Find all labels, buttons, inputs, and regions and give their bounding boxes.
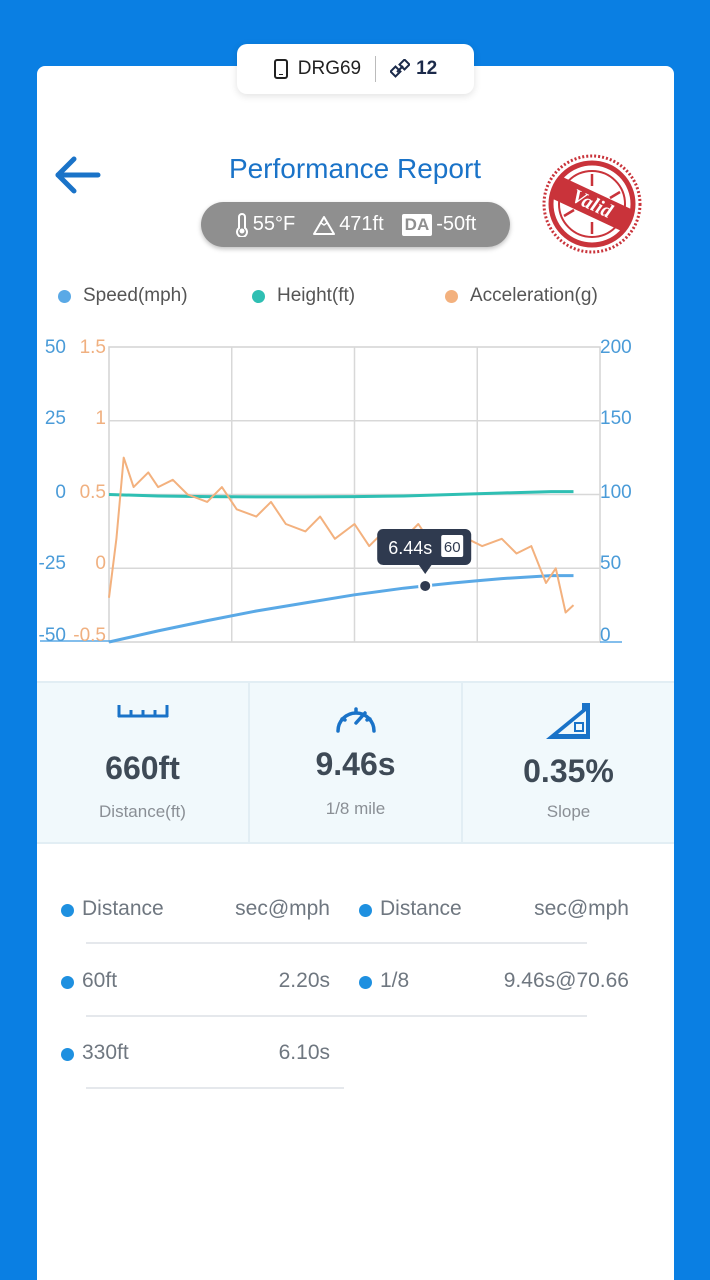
density-altitude-item: DA -50ft [401,213,477,236]
tooltip-time: 6.44s [388,538,432,558]
tick-label-speed: 0 [600,625,611,646]
legend-item-height[interactable]: Height(ft) [252,285,355,307]
split-time: 9.46s@70.66 [503,969,629,992]
divider [375,56,377,82]
header-time: sec@mph [534,897,629,920]
row-divider [86,942,587,944]
valid-stamp: Valid [542,154,642,254]
slope-icon [545,703,590,739]
tick-label-height: -50 [39,625,66,646]
legend-label: Acceleration(g) [470,285,598,306]
legend-label: Height(ft) [277,285,356,306]
arrow-left-icon [55,156,101,194]
bullet-icon [61,1048,74,1061]
stat-label: 1/8 mile [325,799,386,818]
split-distance: 60ft [82,969,118,992]
header-distance: Distance [82,897,164,920]
stat-value: 0.35% [523,753,614,789]
da-badge: DA [401,213,433,236]
altitude-value: 471ft [339,213,384,235]
altitude-item: 471ft [313,213,384,236]
split-distance: 1/8 [380,969,410,992]
header-time: sec@mph [235,897,330,920]
row-divider [86,1015,587,1017]
bullet-icon [61,976,74,989]
bullet-icon [61,904,74,917]
mountain-icon [313,215,336,235]
device-name: DRG69 [297,58,362,79]
tick-label-height: 0 [55,482,66,503]
tick-label-acceleration: -0.5 [73,625,106,646]
device-indicator: DRG69 [273,58,362,80]
back-button[interactable] [54,155,102,195]
tick-label-height: -25 [39,553,66,574]
bullet-icon [359,904,372,917]
stat-distance: 660ft Distance(ft) [37,683,250,842]
series-line-acceleration[interactable] [108,456,575,614]
tooltip-speed: 60 [444,539,461,556]
stamp-seal-icon [542,154,642,254]
device-status-pill[interactable]: DRG69 12 [237,44,474,94]
summary-stats: 660ft Distance(ft) 9.46s 1/8 mile 0.35% … [37,681,674,844]
stat-value: 9.46s [315,746,396,782]
split-time: 6.10s [278,1041,330,1064]
tick-label-acceleration: 0.5 [80,482,106,503]
tick-label-height: 50 [45,337,66,358]
tick-label-speed: 150 [600,408,632,429]
tick-label-speed: 100 [600,482,632,503]
stat-label: Distance(ft) [99,802,186,821]
split-distance: 330ft [82,1041,129,1064]
tick-label-height: 25 [45,408,66,429]
report-card [37,66,674,1280]
thermometer-icon [235,212,248,237]
legend-dot-icon [58,289,71,303]
tooltip-pointer [418,563,433,574]
satellite-icon [390,59,411,78]
split-time: 2.20s [278,969,330,992]
legend-item-speed[interactable]: Speed(mph) [58,285,188,307]
density-altitude-value: -50ft [436,213,477,235]
stat-value: 660ft [105,750,180,786]
performance-chart[interactable]: 50 25 0 -25 -50 1.5 1 0.5 0 -0.5 200 150 100 50 0 6.44s… [0,330,710,660]
tick-label-acceleration: 1 [95,408,106,429]
header-distance: Distance [380,897,462,920]
tick-label-acceleration: 1.5 [80,337,106,358]
satellite-indicator: 12 [390,58,437,80]
tick-label-acceleration: 0 [95,553,106,574]
stat-time: 9.46s 1/8 mile [250,683,463,842]
tick-label-speed: 200 [600,337,632,358]
chart-legend: Speed(mph) Height(ft) Acceleration(g) [0,285,710,309]
conditions-pill: 55°F 471ft DA -50ft [201,202,510,247]
device-icon [273,59,288,79]
ruler-icon [117,705,168,718]
series-line-speed[interactable] [108,574,574,644]
stat-label: Slope [546,802,591,821]
legend-dot-icon [252,289,265,303]
temperature-item: 55°F [235,212,296,237]
satellite-count: 12 [416,58,438,79]
row-divider [86,1087,344,1089]
bullet-icon [359,976,372,989]
tick-label-speed: 50 [600,553,621,574]
legend-dot-icon [445,289,458,303]
temperature-value: 55°F [252,213,296,235]
tooltip-badge [441,534,464,557]
tooltip-point[interactable] [418,578,433,593]
page-title: Performance Report [228,153,482,184]
stat-slope: 0.35% Slope [463,683,674,842]
speedometer-icon [335,707,376,733]
legend-item-acceleration[interactable]: Acceleration(g) [445,285,598,307]
legend-label: Speed(mph) [83,285,188,306]
